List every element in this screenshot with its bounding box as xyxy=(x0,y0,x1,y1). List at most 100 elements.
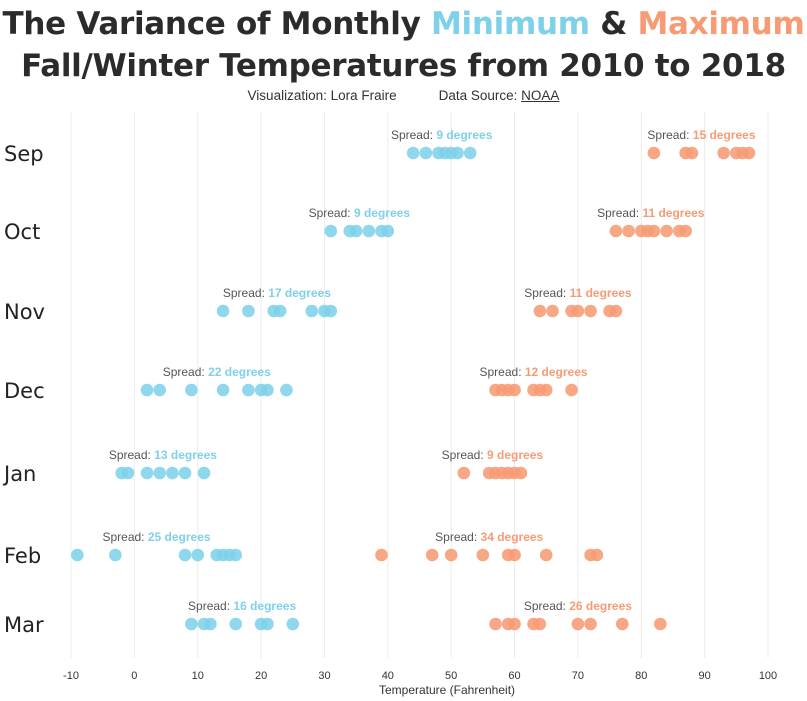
max-temp-dot xyxy=(609,224,623,238)
min-temp-dot xyxy=(178,466,192,480)
gridlines xyxy=(70,112,769,658)
month-label: Dec xyxy=(4,379,45,403)
month-row-jan: Jan Spread: 13 degrees Spread: 9 degrees xyxy=(2,448,543,486)
min-temp-dot xyxy=(197,466,211,480)
max-temp-dot xyxy=(375,548,388,562)
x-tick-label: -10 xyxy=(63,670,79,682)
min-spread-label: Spread: 17 degrees xyxy=(223,286,331,300)
max-temp-dot xyxy=(622,224,635,238)
month-row-mar: Mar Spread: 16 degrees Spread: 26 degrees xyxy=(4,599,667,637)
x-tick-label: 30 xyxy=(318,670,330,682)
max-spread-label: Spread: 11 degrees xyxy=(597,206,705,220)
min-temp-dot xyxy=(261,383,274,397)
title-prefix: The Variance of Monthly xyxy=(2,6,431,42)
min-temp-dot xyxy=(273,304,287,318)
max-temp-dot xyxy=(508,617,521,631)
title-maximum: Maximum xyxy=(637,6,805,42)
credit-source-label: Data Source: xyxy=(438,88,522,103)
max-temp-dot xyxy=(508,383,521,397)
chart-title-line2: Fall/Winter Temperatures from 2010 to 20… xyxy=(21,48,786,84)
month-row-oct: Oct Spread: 9 degrees Spread: 11 degrees xyxy=(4,206,705,244)
x-axis-label: Temperature (Fahrenheit) xyxy=(379,683,515,697)
min-temp-dot xyxy=(362,224,376,238)
min-temp-dot xyxy=(191,548,205,562)
x-tick-label: 60 xyxy=(508,670,520,682)
max-temp-dot xyxy=(679,224,692,238)
max-temp-dot xyxy=(457,466,471,480)
min-temp-dot xyxy=(121,466,135,480)
month-row-feb: Feb Spread: 25 degrees Spread: 34 degrees xyxy=(4,530,604,568)
max-spread-label: Spread: 9 degrees xyxy=(442,448,544,462)
month-label: Sep xyxy=(4,142,44,166)
credit-visualization: Visualization: Lora Fraire xyxy=(247,88,397,103)
x-tick-label: 80 xyxy=(635,670,647,682)
max-temp-dot xyxy=(476,548,490,562)
max-spread-label: Spread: 12 degrees xyxy=(480,365,588,379)
month-label: Jan xyxy=(2,462,36,486)
max-temp-dot xyxy=(546,304,559,318)
min-temp-dot xyxy=(406,146,420,160)
min-temp-dot xyxy=(305,304,319,318)
min-temp-dot xyxy=(229,617,243,631)
month-label: Mar xyxy=(4,613,44,637)
max-temp-dot xyxy=(647,146,661,160)
x-tick-label: 100 xyxy=(759,670,777,682)
max-temp-dot xyxy=(653,617,667,631)
min-temp-dot xyxy=(185,617,198,631)
min-spread-label: Spread: 13 degrees xyxy=(109,448,217,462)
month-rows: Sep Spread: 9 degrees Spread: 15 degrees Oc… xyxy=(2,128,756,637)
min-spread-label: Spread: 25 degrees xyxy=(102,530,210,544)
max-spread-label: Spread: 34 degrees xyxy=(435,530,543,544)
max-temp-dot xyxy=(647,224,661,238)
max-temp-dot xyxy=(584,617,597,631)
max-temp-dot xyxy=(685,146,699,160)
min-spread-label: Spread: 9 degrees xyxy=(309,206,411,220)
min-temp-dot xyxy=(229,548,243,562)
max-temp-dot xyxy=(660,224,673,238)
min-spread-label: Spread: 9 degrees xyxy=(391,128,493,142)
x-tick-label: 20 xyxy=(255,670,267,682)
max-spread-label: Spread: 11 degrees xyxy=(524,286,632,300)
max-temp-dot xyxy=(742,146,756,160)
max-temp-dot xyxy=(425,548,439,562)
min-temp-dot xyxy=(419,146,433,160)
min-temp-dot xyxy=(153,466,167,480)
min-temp-dot xyxy=(204,617,217,631)
min-spread-label: Spread: 22 degrees xyxy=(163,365,271,379)
month-label: Feb xyxy=(4,544,41,568)
min-temp-dot xyxy=(153,383,167,397)
month-row-dec: Dec Spread: 22 degrees Spread: 12 degrees xyxy=(4,365,588,403)
min-temp-dot xyxy=(216,383,230,397)
max-temp-dot xyxy=(533,304,547,318)
min-temp-dot xyxy=(140,383,154,397)
min-temp-dot xyxy=(71,548,84,562)
min-temp-dot xyxy=(381,224,395,238)
max-temp-dot xyxy=(571,617,585,631)
min-temp-dot xyxy=(324,224,338,238)
title-minimum: Minimum xyxy=(431,6,590,42)
credit-source-link[interactable]: NOAA xyxy=(521,88,560,103)
x-tick-label: 0 xyxy=(131,670,137,682)
min-temp-dot xyxy=(451,146,464,160)
max-temp-dot xyxy=(615,617,629,631)
min-temp-dot xyxy=(185,383,198,397)
min-temp-dot xyxy=(140,466,154,480)
month-label: Oct xyxy=(4,220,40,244)
min-temp-dot xyxy=(166,466,179,480)
min-temp-dot xyxy=(324,304,338,318)
x-tick-label: 70 xyxy=(572,670,584,682)
min-temp-dot xyxy=(463,146,477,160)
max-temp-dot xyxy=(539,383,553,397)
chart-title-line1: The Variance of Monthly Minimum & Maximu… xyxy=(0,6,807,42)
x-tick-label: 90 xyxy=(699,670,711,682)
max-temp-dot xyxy=(609,304,623,318)
month-label: Nov xyxy=(4,300,45,324)
min-temp-dot xyxy=(280,383,293,397)
max-temp-dot xyxy=(717,146,730,160)
max-temp-dot xyxy=(539,548,553,562)
min-temp-dot xyxy=(286,617,300,631)
min-temp-dot xyxy=(216,304,230,318)
month-row-sep: Sep Spread: 9 degrees Spread: 15 degrees xyxy=(4,128,756,166)
max-spread-label: Spread: 15 degrees xyxy=(647,128,755,142)
min-temp-dot xyxy=(242,304,255,318)
